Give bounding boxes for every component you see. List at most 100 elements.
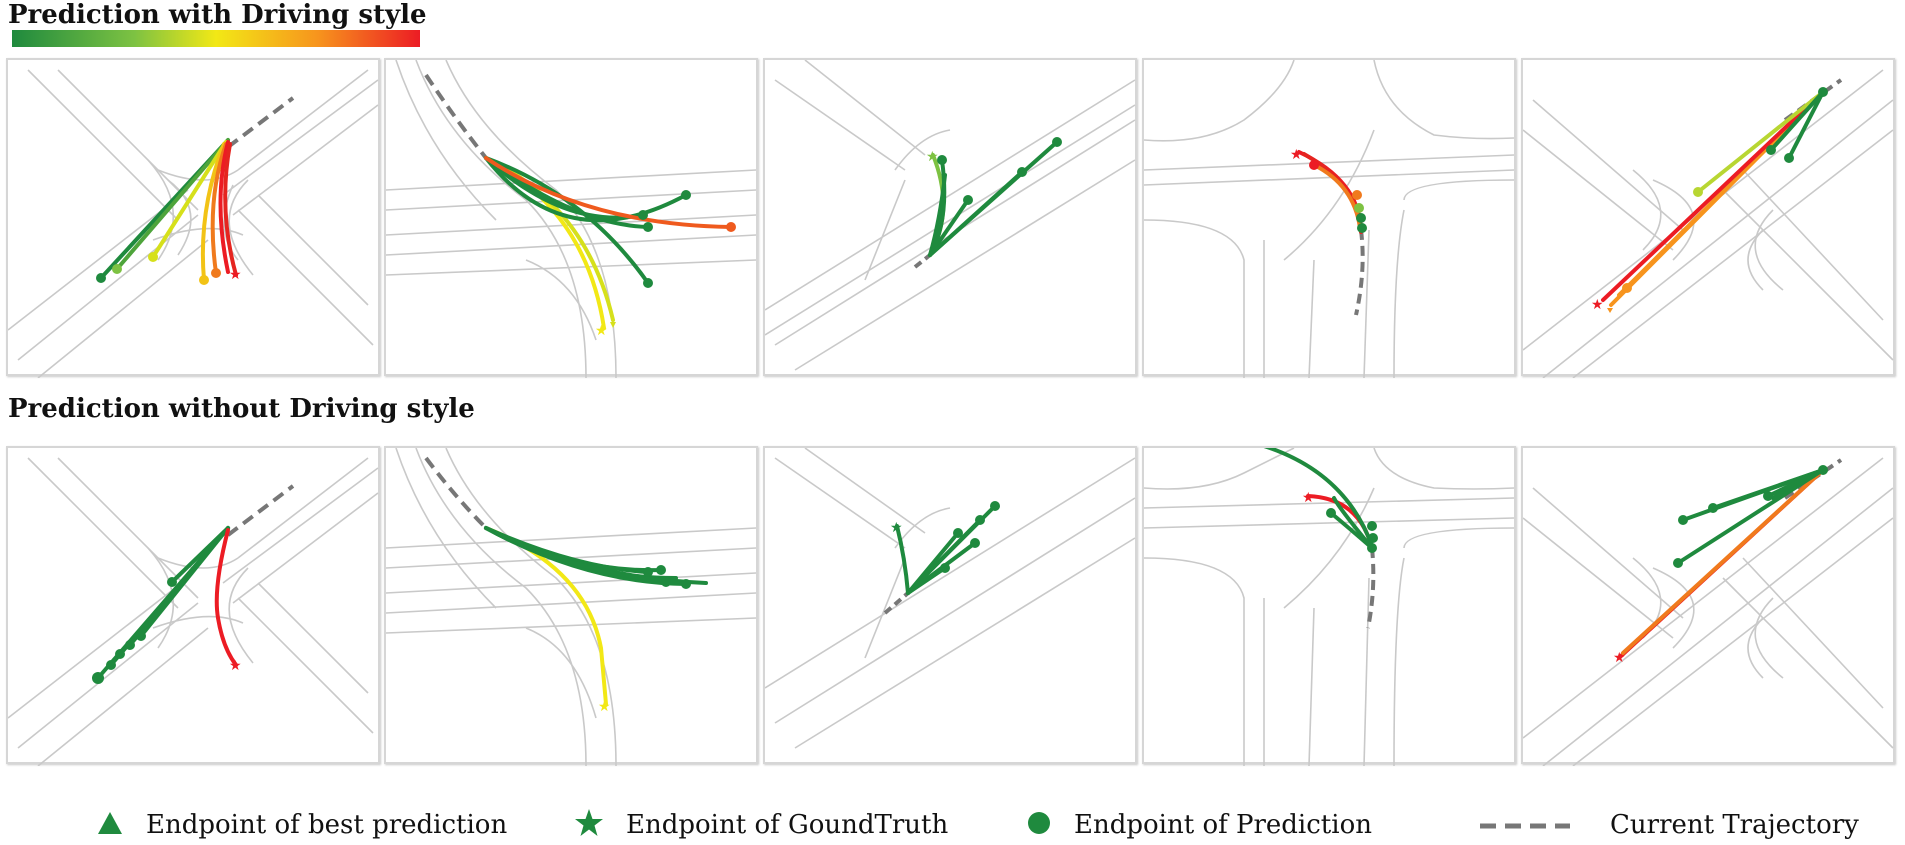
prediction-endpoint-icon [106,660,116,670]
circle-icon [1026,810,1052,840]
star-icon [574,808,604,842]
road-lanes [8,457,379,766]
prediction-endpoint-icon [1367,521,1377,531]
legend-item-best-prediction: Endpoint of best prediction [96,805,507,845]
prediction-endpoint-icon [115,649,125,659]
ground-truth-star-icon: ★ [598,699,611,715]
prediction-endpoint-icon [970,538,980,548]
ground-truth-star-icon: ★ [595,323,608,339]
ground-truth-star-icon: ★ [1302,490,1315,506]
prediction-endpoint-icon [167,577,177,587]
road-lanes [765,448,1136,749]
best-prediction-triangle-icon [610,322,616,328]
scene-panel-3-with-style: ★ [763,58,1137,376]
road-lanes [386,448,757,766]
prediction-endpoint-icon [937,155,947,165]
title-without-driving-style: Prediction without Driving style [8,394,475,424]
ground-truth-star-icon: ★ [1613,650,1626,666]
prediction-endpoint-icon [638,210,648,220]
scene-panel-1-with-style: ★ [6,58,380,378]
prediction-endpoint-icon [125,640,135,650]
prediction-endpoint-icon [1052,137,1062,147]
prediction-endpoint-icon [1367,543,1377,553]
road-lanes [1523,457,1894,766]
road-lanes [1523,69,1894,378]
legend-item-ground-truth: Endpoint of GoundTruth [574,805,948,845]
predicted-trajectories [1619,468,1825,658]
current-trajectory [883,591,910,615]
ground-truth-star-icon: ★ [229,267,242,283]
current-trajectory [226,484,295,537]
prediction-endpoint-icon [643,567,653,577]
prediction-endpoint-icon [199,275,209,285]
best-prediction-triangle-icon [1607,308,1613,313]
prediction-endpoint-icon [656,565,666,575]
road-lanes [765,60,1136,371]
legend-label-current-trajectory: Current Trajectory [1610,810,1859,840]
prediction-endpoint-icon [1818,465,1828,475]
predicted-trajectories [928,140,1059,257]
prediction-endpoint-icon [661,577,671,587]
current-trajectory [226,96,295,149]
ground-truth-star-icon: ★ [890,520,903,536]
current-trajectory [913,253,932,269]
prediction-endpoint-icon [1356,213,1366,223]
prediction-endpoint-icon [681,190,691,200]
scene-panel-5-without-style: ★ [1521,446,1895,766]
legend-label-best-prediction: Endpoint of best prediction [146,810,508,840]
predicted-trajectories [99,138,238,282]
scene-4-with-style-plot: ★ [1144,60,1515,378]
scene-3-without-style-plot: ★ [765,448,1136,749]
current-trajectory [424,73,488,160]
prediction-endpoint-icon [953,528,963,538]
prediction-endpoint-icon [1693,187,1703,197]
prediction-endpoint-icon [1354,203,1364,213]
scene-panel-3-without-style: ★ [763,446,1137,764]
scene-panel-2-with-style: ★ [384,58,758,378]
legend: Endpoint of best prediction Endpoint of … [0,805,1905,845]
prediction-endpoint-icon [1352,190,1362,200]
prediction-endpoint-icon [940,563,950,573]
scene-5-with-style-plot: ★ [1523,69,1894,378]
prediction-endpoint-icon [1766,145,1776,155]
prediction-endpoint-icon [963,195,973,205]
scene-2-with-style-plot: ★ [386,60,757,378]
prediction-endpoint-icon [112,264,122,274]
prediction-endpoint-icon [1368,533,1378,543]
prediction-endpoint-icon [1622,283,1632,293]
prediction-endpoint-icon [1673,558,1683,568]
prediction-endpoint-icon [1326,508,1336,518]
current-trajectory [1354,229,1365,316]
road-lanes [1144,60,1515,378]
scene-panel-4-with-style: ★ [1142,58,1516,378]
scene-5-without-style-plot: ★ [1523,457,1894,766]
prediction-endpoint-icon [148,252,158,262]
scene-4-without-style-plot: ★ [1144,448,1515,766]
prediction-endpoint-icon [211,268,221,278]
prediction-endpoint-icon [1818,87,1828,97]
scene-1-with-style-plot: ★ [8,69,379,378]
prediction-endpoint-icon [1678,515,1688,525]
scene-2-without-style-plot: ★ [386,448,757,766]
ground-truth-star-icon: ★ [1290,147,1303,163]
current-trajectory [424,456,488,530]
current-trajectory [1366,547,1376,629]
scene-1-without-style-plot: ★ [8,457,379,766]
prediction-endpoint-icon [1708,503,1718,513]
prediction-endpoint-icon [726,222,736,232]
legend-label-ground-truth: Endpoint of GoundTruth [626,810,949,840]
prediction-endpoint-icon [643,278,653,288]
ground-truth-star-icon: ★ [1591,297,1604,313]
scene-panel-4-without-style: ★ [1142,446,1516,766]
scene-3-with-style-plot: ★ [765,60,1136,371]
scene-panel-1-without-style: ★ [6,446,380,766]
prediction-endpoint-icon [1017,167,1027,177]
scene-panel-2-without-style: ★ [384,446,758,766]
prediction-endpoint-icon [92,672,104,684]
legend-label-prediction: Endpoint of Prediction [1074,810,1372,840]
prediction-endpoint-icon [136,631,146,641]
prediction-endpoint-icon [96,273,106,283]
ground-truth-star-icon: ★ [229,658,242,674]
prediction-endpoint-icon [1763,491,1773,501]
driving-style-color-bar [12,30,420,47]
